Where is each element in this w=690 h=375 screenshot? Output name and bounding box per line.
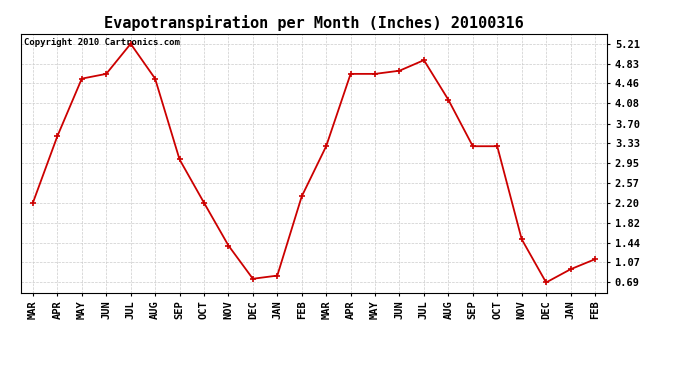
Title: Evapotranspiration per Month (Inches) 20100316: Evapotranspiration per Month (Inches) 20…	[104, 15, 524, 31]
Text: Copyright 2010 Cartronics.com: Copyright 2010 Cartronics.com	[23, 38, 179, 46]
